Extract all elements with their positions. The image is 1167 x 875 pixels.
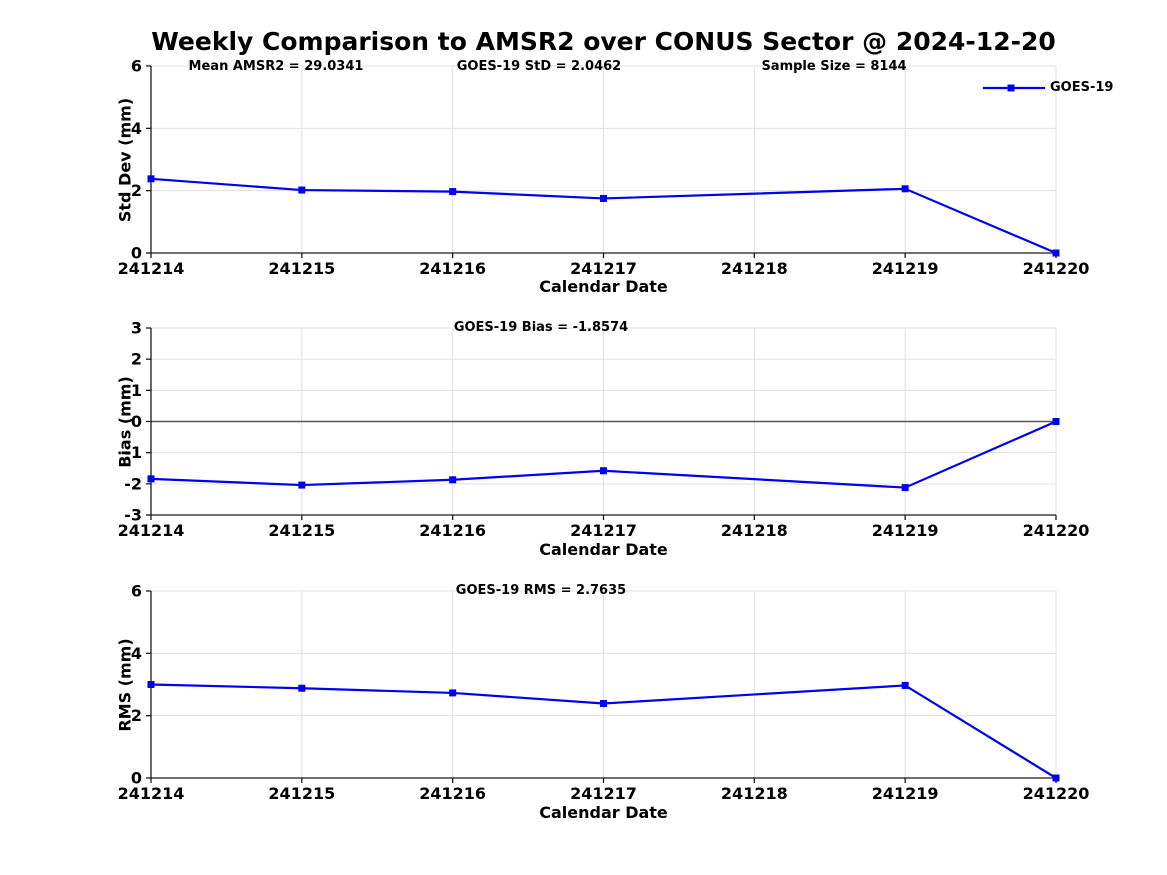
- annotation-mean-amsr2: Mean AMSR2 = 29.0341: [188, 59, 364, 74]
- x-axis-label-1: Calendar Date: [539, 277, 668, 296]
- series-marker-GOES-19: [1052, 249, 1060, 257]
- x-tick-label: 241215: [268, 784, 335, 803]
- x-tick-label: 241214: [118, 259, 185, 278]
- x-tick-label: 241216: [419, 259, 486, 278]
- series-marker-GOES-19: [147, 681, 155, 688]
- y-tick-label: 0: [131, 244, 142, 263]
- x-tick-label: 241220: [1023, 521, 1090, 540]
- series-marker-GOES-19: [600, 700, 607, 708]
- legend-line-marker-icon: [983, 84, 1045, 91]
- series-line-GOES-19: [150, 683, 1057, 779]
- x-tick-label: 241216: [419, 521, 486, 540]
- series-marker-GOES-19: [147, 475, 155, 483]
- annotation-sample-size: Sample Size = 8144: [761, 59, 907, 74]
- x-tick-label: 241219: [872, 784, 939, 803]
- annotation-goes19-bias: GOES-19 Bias = -1.8574: [453, 320, 629, 335]
- x-tick-label: 241218: [721, 784, 788, 803]
- series-line-GOES-19: [150, 420, 1057, 489]
- y-axis-label-rms: RMS (mm): [115, 638, 135, 732]
- series-marker-GOES-19: [1052, 774, 1060, 782]
- y-tick-label: -2: [124, 474, 142, 493]
- y-tick-label: 0: [131, 769, 142, 788]
- series-marker-GOES-19: [449, 476, 457, 484]
- y-tick-label: 2: [131, 706, 142, 725]
- series-marker-GOES-19: [449, 689, 457, 697]
- series-marker-GOES-19: [449, 188, 457, 196]
- x-tick-label: 241214: [118, 521, 185, 540]
- annotation-goes19-rms: GOES-19 RMS = 2.7635: [455, 583, 627, 598]
- x-tick-label: 241219: [872, 259, 939, 278]
- x-tick-label: 241218: [721, 259, 788, 278]
- annotation-goes19-std: GOES-19 StD = 2.0462: [456, 59, 622, 74]
- y-tick-label: 4: [131, 644, 142, 663]
- x-tick-label: 241219: [872, 521, 939, 540]
- series-marker-GOES-19: [600, 194, 607, 202]
- x-tick-label: 241220: [1023, 259, 1090, 278]
- y-tick-label: 1: [131, 381, 142, 400]
- y-tick-label: 4: [131, 119, 142, 138]
- x-tick-label: 241214: [118, 784, 185, 803]
- y-tick-label: -3: [124, 506, 142, 525]
- series-marker-GOES-19: [901, 484, 909, 492]
- series-marker-GOES-19: [1052, 418, 1060, 425]
- x-tick-label: 241218: [721, 521, 788, 540]
- y-tick-label: 3: [131, 319, 142, 338]
- y-tick-label: 2: [131, 181, 142, 200]
- y-tick-label: -1: [124, 443, 142, 462]
- x-tick-label: 241217: [570, 259, 637, 278]
- y-tick-label: 6: [131, 582, 142, 601]
- x-axis-label-2: Calendar Date: [539, 540, 668, 559]
- series-line-GOES-19: [150, 177, 1057, 255]
- series-marker-GOES-19: [298, 186, 306, 194]
- series-marker-GOES-19: [600, 467, 607, 475]
- x-tick-label: 241220: [1023, 784, 1090, 803]
- x-tick-label: 241215: [268, 259, 335, 278]
- x-tick-label: 241217: [570, 784, 637, 803]
- x-axis-label-3: Calendar Date: [539, 803, 668, 822]
- y-tick-label: 0: [131, 412, 142, 431]
- x-tick-label: 241217: [570, 521, 637, 540]
- series-marker-GOES-19: [147, 175, 155, 183]
- legend: GOES-19: [983, 80, 1113, 95]
- series-marker-GOES-19: [298, 481, 306, 489]
- x-tick-label: 241215: [268, 521, 335, 540]
- y-axis-label-bias: Bias (mm): [115, 376, 135, 468]
- y-tick-label: 2: [131, 350, 142, 369]
- series-marker-GOES-19: [298, 684, 306, 692]
- page-title: Weekly Comparison to AMSR2 over CONUS Se…: [151, 27, 1056, 56]
- legend-label: GOES-19: [1050, 80, 1114, 95]
- series-marker-GOES-19: [901, 185, 909, 193]
- x-tick-label: 241216: [419, 784, 486, 803]
- y-tick-label: 6: [131, 57, 142, 76]
- series-marker-GOES-19: [901, 681, 909, 689]
- y-axis-label-std-dev: Std Dev (mm): [115, 97, 135, 223]
